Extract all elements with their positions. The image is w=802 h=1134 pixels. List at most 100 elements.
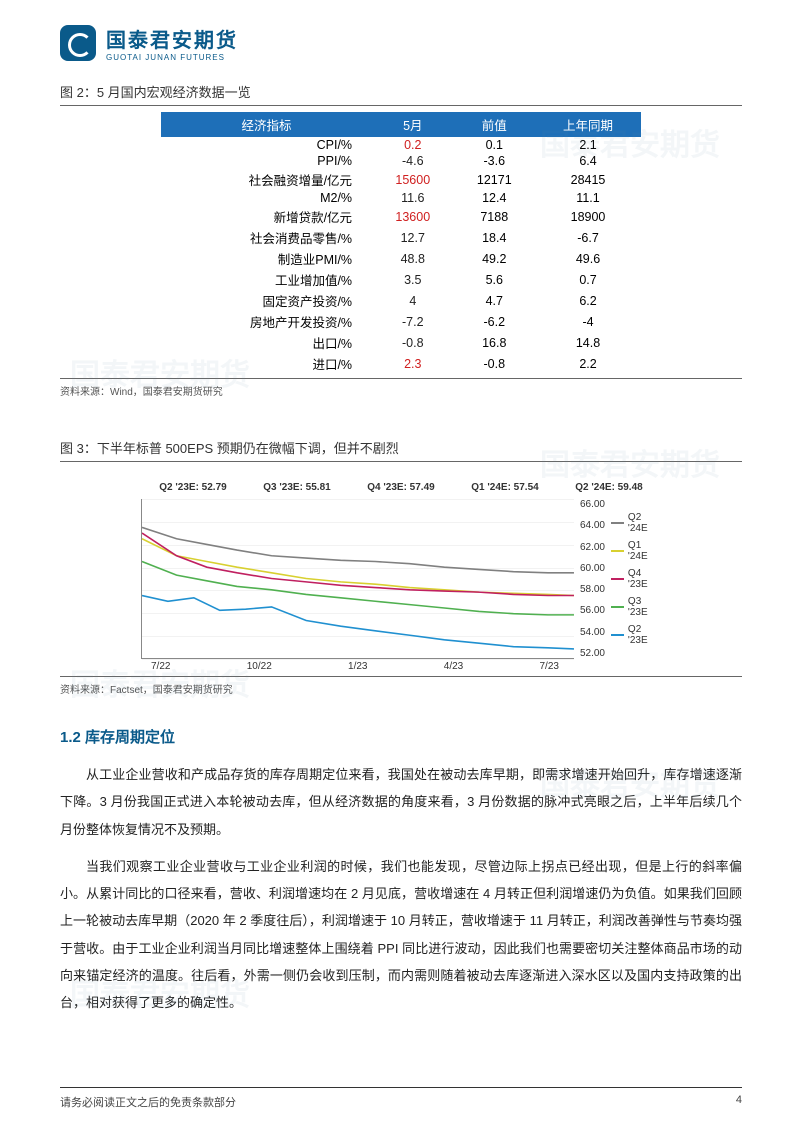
legend-swatch (611, 634, 624, 636)
legend-item: Q2 '24E (611, 512, 661, 534)
x-tick-label: 7/22 (151, 661, 170, 672)
table-cell: -3.6 (454, 153, 535, 169)
table-row: 进口/%2.3-0.82.2 (161, 353, 641, 374)
table-cell: 28415 (535, 169, 641, 190)
table-row: 制造业PMI/%48.849.249.6 (161, 248, 641, 269)
y-tick-label: 64.00 (580, 520, 605, 531)
table-cell: 18900 (535, 206, 641, 227)
table-cell: 2.1 (535, 137, 641, 153)
table-cell: -4.6 (372, 153, 453, 169)
table-header: 经济指标 (161, 112, 372, 137)
table-cell: 4.7 (454, 290, 535, 311)
table-cell: 6.4 (535, 153, 641, 169)
legend-item: Q1 '24E (611, 540, 661, 562)
table-row: PPI/%-4.6-3.66.4 (161, 153, 641, 169)
logo-text: 国泰君安期货 GUOTAI JUNAN FUTURES (106, 24, 238, 62)
table-header: 5月 (372, 112, 453, 137)
table-header: 上年同期 (535, 112, 641, 137)
table-row: 出口/%-0.816.814.8 (161, 332, 641, 353)
legend-swatch (611, 522, 624, 524)
table-row: CPI/%0.20.12.1 (161, 137, 641, 153)
table-cell: 新增贷款/亿元 (161, 206, 372, 227)
legend-swatch (611, 578, 624, 580)
table-cell: PPI/% (161, 153, 372, 169)
table-row: 社会消费品零售/%12.718.4-6.7 (161, 227, 641, 248)
y-tick-label: 60.00 (580, 563, 605, 574)
chart-series-line (142, 562, 574, 615)
table-cell: 11.6 (372, 190, 453, 206)
table-cell: -0.8 (372, 332, 453, 353)
legend-label: Q4 '23E (628, 568, 661, 590)
table-cell: -4 (535, 311, 641, 332)
figure2-table: 经济指标5月前值上年同期 CPI/%0.20.12.1PPI/%-4.6-3.6… (161, 112, 641, 374)
table-cell: 0.7 (535, 269, 641, 290)
logo-icon (60, 25, 96, 61)
legend-item: Q4 '23E (611, 568, 661, 590)
chart-series-line (142, 595, 574, 648)
x-tick-label: 7/23 (540, 661, 559, 672)
section-title: 1.2 库存周期定位 (60, 726, 742, 747)
table-cell: 固定资产投资/% (161, 290, 372, 311)
table-cell: 7188 (454, 206, 535, 227)
y-tick-label: 52.00 (580, 648, 605, 659)
table-cell: 2.2 (535, 353, 641, 374)
table-cell: 49.2 (454, 248, 535, 269)
table-cell: 11.1 (535, 190, 641, 206)
page-header: 国泰君安期货 GUOTAI JUNAN FUTURES (0, 0, 802, 72)
chart-header-label: Q2 '23E: 52.79 (159, 482, 226, 493)
page-content: 图 2：5 月国内宏观经济数据一览 经济指标5月前值上年同期 CPI/%0.20… (0, 82, 802, 1017)
footer-disclaimer: 请务必阅读正文之后的免责条款部分 (60, 1094, 236, 1110)
table-cell: -6.2 (454, 311, 535, 332)
y-tick-label: 54.00 (580, 627, 605, 638)
table-row: 工业增加值/%3.55.60.7 (161, 269, 641, 290)
chart-series-line (142, 533, 574, 595)
legend-label: Q3 '23E (628, 596, 661, 618)
logo-cn: 国泰君安期货 (106, 24, 238, 53)
legend-item: Q2 '23E (611, 624, 661, 646)
table-cell: 15600 (372, 169, 453, 190)
table-header: 前值 (454, 112, 535, 137)
body-paragraph: 从工业企业营收和产成品存货的库存周期定位来看，我国处在被动去库早期，即需求增速开… (60, 761, 742, 843)
page-number: 4 (736, 1094, 742, 1110)
table-cell: 13600 (372, 206, 453, 227)
page-footer: 请务必阅读正文之后的免责条款部分 4 (60, 1087, 742, 1110)
y-tick-label: 62.00 (580, 542, 605, 553)
table-row: 房地产开发投资/%-7.2-6.2-4 (161, 311, 641, 332)
table-cell: 工业增加值/% (161, 269, 372, 290)
legend-item: Q3 '23E (611, 596, 661, 618)
table-cell: 12.7 (372, 227, 453, 248)
chart-header-label: Q3 '23E: 55.81 (263, 482, 330, 493)
table-cell: 进口/% (161, 353, 372, 374)
y-tick-label: 56.00 (580, 605, 605, 616)
table-cell: M2/% (161, 190, 372, 206)
table-cell: -6.7 (535, 227, 641, 248)
table-cell: 房地产开发投资/% (161, 311, 372, 332)
legend-label: Q1 '24E (628, 540, 661, 562)
chart-header-label: Q1 '24E: 57.54 (471, 482, 538, 493)
x-tick-label: 4/23 (444, 661, 463, 672)
body-paragraph: 当我们观察工业企业营收与工业企业利润的时候，我们也能发现，尽管边际上拐点已经出现… (60, 853, 742, 1017)
table-row: M2/%11.612.411.1 (161, 190, 641, 206)
legend-swatch (611, 550, 624, 552)
table-cell: 0.2 (372, 137, 453, 153)
table-cell: 3.5 (372, 269, 453, 290)
legend-label: Q2 '24E (628, 512, 661, 534)
table-row: 社会融资增量/亿元156001217128415 (161, 169, 641, 190)
y-tick-label: 58.00 (580, 584, 605, 595)
table-cell: 5.6 (454, 269, 535, 290)
table-cell: -0.8 (454, 353, 535, 374)
table-cell: 18.4 (454, 227, 535, 248)
table-cell: 社会融资增量/亿元 (161, 169, 372, 190)
table-cell: 出口/% (161, 332, 372, 353)
table-cell: 49.6 (535, 248, 641, 269)
table-cell: 12.4 (454, 190, 535, 206)
table-cell: -7.2 (372, 311, 453, 332)
table-cell: 2.3 (372, 353, 453, 374)
figure2-source: 资料来源：Wind，国泰君安期货研究 (60, 378, 742, 398)
table-cell: 0.1 (454, 137, 535, 153)
table-cell: 6.2 (535, 290, 641, 311)
logo-en: GUOTAI JUNAN FUTURES (106, 53, 238, 62)
table-cell: 12171 (454, 169, 535, 190)
chart-header-label: Q4 '23E: 57.49 (367, 482, 434, 493)
table-cell: 16.8 (454, 332, 535, 353)
